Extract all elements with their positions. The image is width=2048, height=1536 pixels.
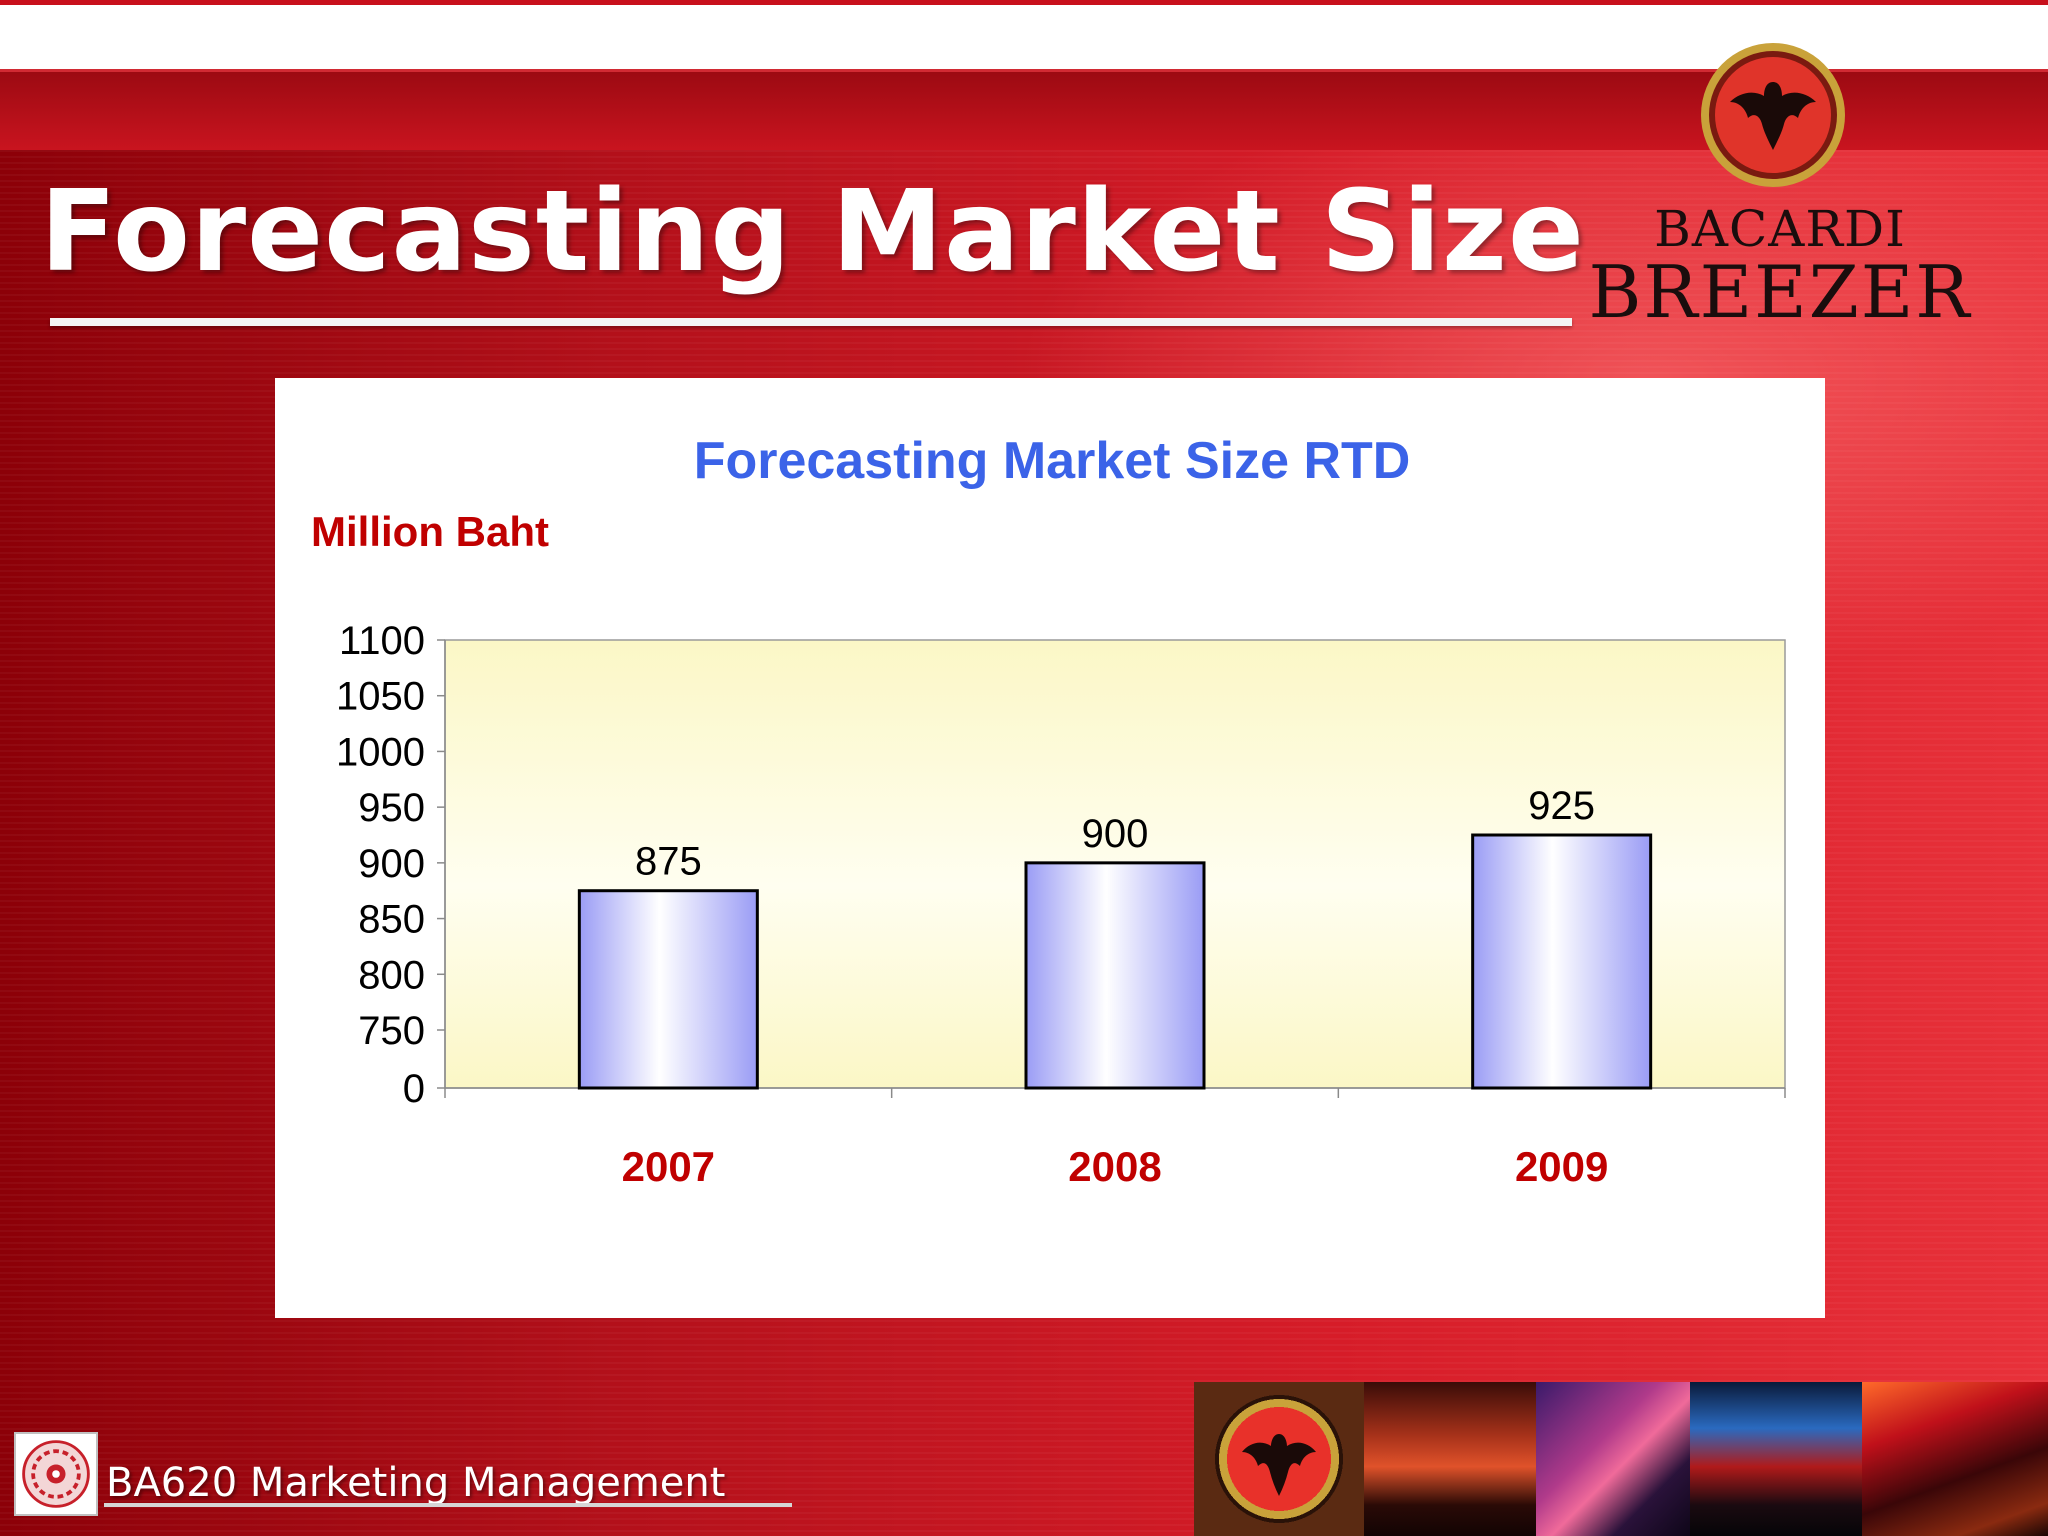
data-label-2009: 925 (1528, 784, 1595, 828)
chart-marks: 1100 1050 1000 950 900 850 800 750 0 875 2007 900 20… (336, 619, 1786, 1190)
photo-strip (1194, 1382, 2048, 1536)
club-lights-photo (1862, 1382, 2048, 1536)
brand-emblem-photo (1194, 1382, 1364, 1536)
slide-title: Forecasting Market Size (40, 167, 1586, 297)
bar-interior-photo (1364, 1382, 1536, 1536)
y-tick-label: 0 (403, 1067, 425, 1111)
y-axis-unit-label: Million Baht (311, 508, 549, 555)
x-category-label-2008: 2008 (1068, 1143, 1161, 1190)
data-label-2008: 900 (1082, 812, 1149, 856)
bar-chart: Forecasting Market Size RTD Million Baht… (311, 432, 1786, 1190)
x-category-label-2009: 2009 (1515, 1143, 1608, 1190)
university-seal-icon (14, 1432, 98, 1516)
bat-emblem-icon (1701, 43, 1845, 187)
footer-underline (104, 1503, 792, 1507)
y-tick-label: 900 (358, 842, 425, 886)
top-band (0, 0, 2048, 72)
title-underline (50, 318, 1572, 326)
y-tick-label: 750 (358, 1009, 425, 1053)
chart-title: Forecasting Market Size RTD (694, 432, 1411, 490)
footer-course-label: BA620 Marketing Management (106, 1460, 726, 1506)
brand-wordmark-breezer: BREEZER (1588, 250, 1972, 334)
y-tick-label: 950 (358, 786, 425, 830)
y-tick-label: 800 (358, 953, 425, 997)
chart-card: Forecasting Market Size RTD Million Baht… (275, 378, 1825, 1318)
data-label-2007: 875 (635, 840, 702, 884)
bat-emblem-icon (1242, 1434, 1316, 1496)
brand-wordmark-bacardi: BACARDI (1654, 200, 1906, 258)
y-tick-label: 1000 (336, 730, 425, 774)
brand-logo: BACARDI BREEZER (1580, 40, 1980, 360)
x-category-label-2007: 2007 (622, 1143, 715, 1190)
club-crowd-photo (1690, 1382, 1862, 1536)
bar-2008 (1024, 861, 1206, 1090)
y-tick-label: 850 (358, 898, 425, 942)
bar-2007 (577, 889, 759, 1090)
stage-performer-photo (1536, 1382, 1690, 1536)
y-tick-label: 1100 (339, 619, 425, 663)
y-tick-label: 1050 (336, 675, 425, 719)
bar-2009 (1471, 833, 1653, 1090)
